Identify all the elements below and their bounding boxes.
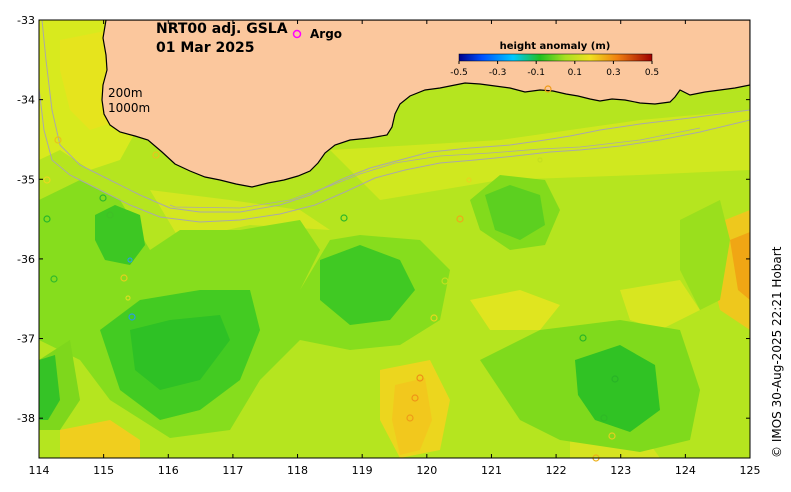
colorbar-tick-label: 0.3 bbox=[606, 68, 620, 78]
longitude-tick-label: 116 bbox=[158, 464, 179, 477]
colorbar: height anomaly (m) -0.5 -0.3 -0.1 0.1 0.3 0.5 bbox=[450, 41, 659, 78]
colorbar-title: height anomaly (m) bbox=[500, 41, 611, 52]
longitude-tick-label: 122 bbox=[546, 464, 567, 477]
isobath-1000m-label: 1000m bbox=[108, 101, 150, 115]
longitude-tick-label: 121 bbox=[481, 464, 502, 477]
isobath-200m-label: 200m bbox=[108, 86, 143, 100]
argo-float-marker bbox=[430, 314, 438, 322]
argo-float-marker bbox=[579, 334, 587, 342]
argo-float-marker bbox=[441, 277, 449, 285]
argo-float-marker bbox=[43, 215, 51, 223]
argo-float-marker bbox=[608, 432, 616, 440]
longitude-tick-label: 118 bbox=[287, 464, 308, 477]
imos-credit: © IMOS 30-Aug-2025 22:21 Hobart bbox=[770, 246, 784, 458]
longitude-tick-label: 119 bbox=[352, 464, 373, 477]
latitude-tick-label: -33 bbox=[17, 14, 35, 27]
argo-float-marker bbox=[537, 157, 543, 163]
argo-float-marker bbox=[152, 151, 160, 159]
colorbar-tick-label: 0.1 bbox=[568, 68, 582, 78]
argo-float-marker bbox=[125, 295, 131, 301]
longitude-tick-label: 125 bbox=[740, 464, 761, 477]
map-date: 01 Mar 2025 bbox=[156, 40, 254, 56]
argo-float-marker bbox=[120, 274, 128, 282]
argo-float-marker bbox=[466, 177, 472, 183]
latitude-tick-label: -35 bbox=[17, 173, 35, 186]
longitude-axis: 114 115 116 117 118 119 120 121 122 123 124 125 bbox=[29, 20, 761, 477]
plot-frame bbox=[38, 19, 751, 459]
longitude-tick-label: 120 bbox=[416, 464, 437, 477]
argo-float-marker bbox=[43, 176, 51, 184]
colorbar-gradient bbox=[458, 53, 653, 62]
colorbar-tick-label: -0.3 bbox=[489, 68, 507, 78]
longitude-tick-label: 115 bbox=[93, 464, 114, 477]
colorbar-ticks: -0.5 -0.3 -0.1 0.1 0.3 0.5 bbox=[450, 61, 659, 78]
latitude-tick-label: -37 bbox=[17, 333, 35, 346]
land-mass bbox=[101, 20, 750, 188]
argo-float-marker bbox=[611, 375, 619, 383]
latitude-tick-label: -36 bbox=[17, 253, 35, 266]
argo-float-marker bbox=[406, 414, 414, 422]
colorbar-tick-label: 0.5 bbox=[645, 68, 659, 78]
isobath-1000m-line bbox=[39, 84, 750, 223]
argo-float-marker bbox=[544, 85, 552, 93]
map-title: NRT00 adj. GSLA bbox=[156, 21, 288, 37]
argo-float-marker bbox=[106, 211, 114, 219]
isobath-lines bbox=[39, 20, 750, 223]
colorbar-tick-label: -0.1 bbox=[527, 68, 545, 78]
argo-float-marker bbox=[127, 257, 133, 263]
longitude-tick-label: 123 bbox=[610, 464, 631, 477]
argo-float-marker bbox=[411, 394, 419, 402]
latitude-tick-label: -34 bbox=[17, 94, 35, 107]
argo-float-marker bbox=[456, 215, 464, 223]
colorbar-tick-label: -0.5 bbox=[450, 68, 468, 78]
argo-float-marker bbox=[128, 313, 136, 321]
argo-float-marker bbox=[416, 374, 424, 382]
argo-floats bbox=[43, 85, 619, 462]
argo-float-marker bbox=[340, 214, 348, 222]
argo-float-marker bbox=[99, 194, 107, 202]
argo-float-marker bbox=[50, 275, 58, 283]
argo-legend-label: Argo bbox=[310, 27, 342, 41]
latitude-axis: -33 -34 -35 -36 -37 -38 bbox=[17, 14, 750, 425]
longitude-tick-label: 124 bbox=[675, 464, 696, 477]
argo-legend-icon bbox=[292, 29, 302, 39]
longitude-tick-label: 117 bbox=[222, 464, 243, 477]
longitude-tick-label: 114 bbox=[29, 464, 50, 477]
argo-float-marker bbox=[54, 136, 62, 144]
argo-float-marker bbox=[600, 414, 608, 422]
latitude-tick-label: -38 bbox=[17, 412, 35, 425]
